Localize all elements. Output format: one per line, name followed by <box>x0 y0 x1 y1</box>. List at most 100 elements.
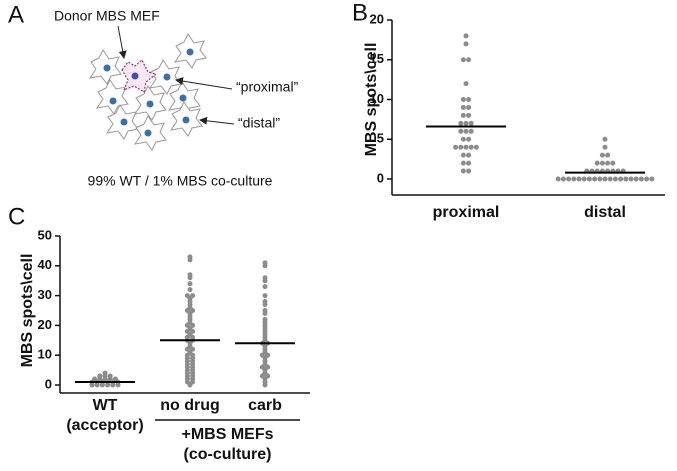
data-point <box>466 160 472 166</box>
data-point <box>99 382 105 388</box>
y-axis-label: MBS spots\cell <box>363 43 380 157</box>
data-point <box>466 136 472 142</box>
data-point <box>460 104 466 110</box>
data-point <box>466 57 472 63</box>
data-point <box>605 152 611 158</box>
y-tick-label: 10 <box>38 347 52 362</box>
y-tick-label: 20 <box>370 11 384 26</box>
data-point <box>612 176 618 182</box>
y-tick-label: 5 <box>377 131 384 146</box>
x-tick-label: no drug <box>160 397 220 414</box>
data-point <box>571 176 577 182</box>
data-point <box>187 257 193 263</box>
data-point <box>463 81 469 87</box>
data-point <box>605 160 611 166</box>
x-tick-label: distal <box>584 204 626 221</box>
panel-label: B <box>352 0 368 26</box>
data-point <box>555 176 561 182</box>
data-point <box>638 176 644 182</box>
data-point <box>262 263 268 269</box>
data-point <box>89 382 95 388</box>
data-point <box>607 176 613 182</box>
annotation: (acceptor) <box>66 417 143 434</box>
data-point <box>105 382 111 388</box>
data-point <box>187 281 193 287</box>
data-point <box>466 168 472 174</box>
arrow <box>117 25 127 59</box>
y-tick-label: 10 <box>370 91 384 106</box>
data-point <box>460 112 466 118</box>
x-tick-label: carb <box>248 397 282 414</box>
data-point <box>602 144 608 150</box>
y-tick-label: 30 <box>38 287 52 302</box>
y-tick-label: 0 <box>45 376 52 391</box>
data-point <box>463 128 469 134</box>
data-point <box>599 152 605 158</box>
data-point <box>460 160 466 166</box>
data-point <box>586 176 592 182</box>
data-point <box>466 112 472 118</box>
distal-label: “distal” <box>238 115 280 131</box>
cells <box>89 33 207 151</box>
y-tick-label: 15 <box>370 51 384 66</box>
data-point <box>262 284 268 290</box>
data-point <box>460 97 466 102</box>
data-point <box>468 144 474 150</box>
data-point <box>566 176 572 182</box>
data-point <box>262 302 268 308</box>
x-tick-label: WT <box>93 397 118 414</box>
data-point <box>468 120 474 126</box>
data-point <box>599 160 605 166</box>
data-point <box>187 382 193 388</box>
panel-label: C <box>8 203 25 230</box>
panel-label: A <box>8 1 24 28</box>
donor-label: Donor MBS MEF <box>54 8 160 24</box>
data-point <box>460 136 466 142</box>
data-point <box>623 176 629 182</box>
y-tick-label: 50 <box>38 227 52 242</box>
data-point <box>460 152 466 158</box>
y-tick-label: 20 <box>38 317 52 332</box>
data-point <box>576 176 582 182</box>
data-point <box>460 168 466 174</box>
x-tick-label: proximal <box>433 204 500 221</box>
data-point <box>466 97 472 102</box>
data-point <box>581 176 587 182</box>
caption: 99% WT / 1% MBS co-culture <box>88 173 273 189</box>
data-point <box>463 144 469 150</box>
data-point <box>262 278 268 284</box>
data-point <box>463 33 469 39</box>
y-axis-label: MBS spots\cell <box>19 254 36 368</box>
data-point <box>458 120 464 126</box>
y-tick-label: 0 <box>377 170 384 185</box>
data-point <box>115 382 121 388</box>
data-point <box>262 293 268 299</box>
data-point <box>458 144 464 150</box>
data-point <box>463 41 469 47</box>
arrow <box>175 77 233 90</box>
data-point <box>94 382 100 388</box>
data-point <box>649 176 655 182</box>
data-point <box>602 176 608 182</box>
data-point <box>460 57 466 63</box>
data-point <box>262 382 268 388</box>
data-point <box>594 160 600 166</box>
data-point <box>110 382 116 388</box>
data-point <box>187 275 193 281</box>
data-point <box>468 128 474 134</box>
data-point <box>466 152 472 158</box>
data-point <box>466 104 472 110</box>
data-point <box>597 176 603 182</box>
data-point <box>453 144 459 150</box>
data-point <box>187 287 193 293</box>
panel-a: A Donor MBS MEF “proximal” “distal” 99% … <box>8 1 299 188</box>
data-point <box>644 176 650 182</box>
data-point <box>262 310 268 316</box>
data-point <box>458 128 464 134</box>
data-point <box>610 160 616 166</box>
data-point <box>463 120 469 126</box>
arrow <box>199 116 235 125</box>
data-point <box>618 176 624 182</box>
data-point <box>628 176 634 182</box>
